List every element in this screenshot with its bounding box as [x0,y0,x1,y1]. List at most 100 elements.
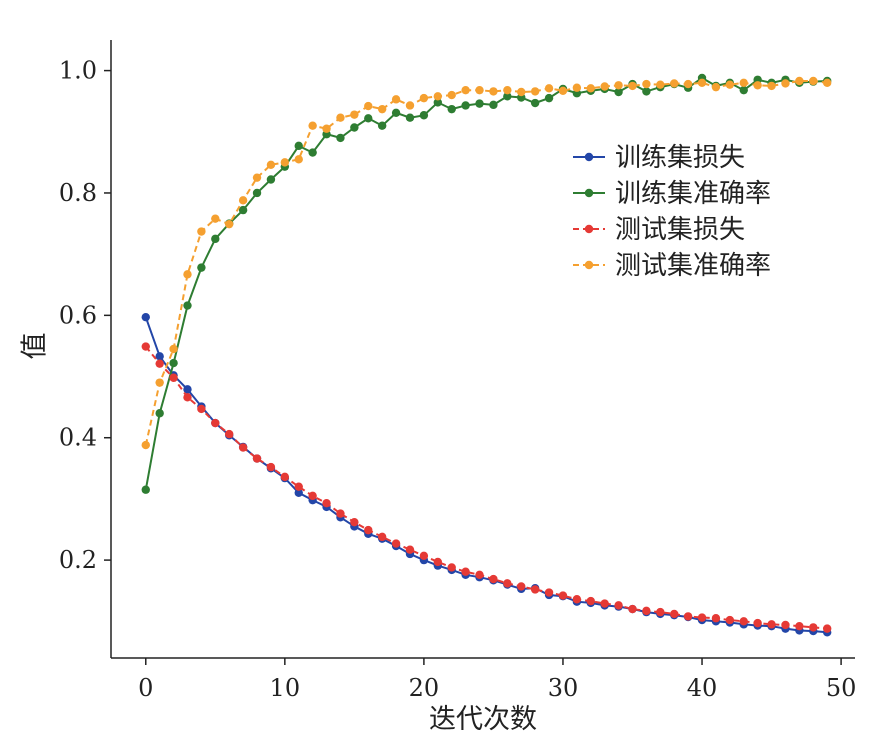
data-point [544,93,554,103]
data-point [822,624,832,633]
data-point [697,613,707,622]
data-point [141,485,150,494]
y-tick-label: 0.2 [59,546,97,574]
legend-swatch-marker [584,224,594,234]
data-point [517,582,526,591]
data-point [294,155,303,164]
data-point [503,92,512,101]
data-point [600,82,609,91]
legend-item: 测试集损失 [573,215,745,245]
data-point [586,84,595,93]
data-point [586,596,595,606]
data-point [405,101,415,110]
data-point [614,601,623,610]
x-tick-label: 40 [687,674,718,702]
data-point [822,78,832,88]
data-point [377,121,387,130]
data-point [391,95,401,104]
data-point [238,205,248,215]
legend-swatch-marker [584,188,594,198]
data-point [169,373,178,382]
data-point [683,79,693,89]
legend-item: 测试集准确率 [573,251,771,281]
data-point [294,141,303,151]
legend-swatch-marker [584,260,594,270]
data-point [183,301,192,310]
y-axis-label: 值 [20,332,51,359]
data-point [739,78,748,88]
data-point [767,81,776,91]
series-2 [141,73,832,494]
x-tick-label: 30 [548,674,579,702]
data-point [461,85,470,95]
data-point [670,609,679,619]
data-point [447,563,456,572]
data-point [322,124,331,133]
data-point [795,76,804,86]
data-point [141,440,150,450]
data-point [225,219,234,229]
data-point [183,270,192,279]
data-point [155,409,164,418]
data-point [475,85,484,95]
data-point [530,585,540,594]
data-point [405,113,415,122]
data-point [614,81,623,90]
data-point [656,607,665,617]
data-point [141,342,150,351]
data-point [266,175,276,184]
data-point [530,98,540,108]
data-point [252,454,262,463]
legend-swatch-marker [584,152,594,162]
data-point [642,79,651,89]
axes [110,40,855,659]
data-point [419,551,429,561]
series-layer [141,73,832,637]
data-point [489,87,498,96]
y-ticks: 0.2 0.4 0.6 0.8 1.0 [59,57,111,574]
data-point [628,81,637,91]
data-point [183,393,192,402]
data-point [781,79,790,88]
data-point [155,359,164,368]
data-point [364,114,373,123]
data-point [461,567,470,576]
data-point [781,620,790,630]
data-point [433,557,443,567]
legend-label: 训练集损失 [615,143,745,173]
series-line [145,345,828,630]
data-point [530,87,540,96]
data-point [141,312,150,322]
data-point [364,101,373,111]
y-tick-label: 0.4 [59,424,97,452]
series-line [144,76,828,490]
data-point [197,227,206,236]
data-point [558,591,568,600]
data-point [238,196,248,205]
data-point [475,570,484,579]
data-point [447,90,456,100]
data-point [725,615,735,625]
data-point [252,173,262,182]
y-tick-label: 1.0 [59,57,97,85]
data-point [753,81,762,90]
data-point [642,606,651,616]
data-point [336,509,345,518]
data-point [266,160,276,170]
data-point [211,214,220,223]
data-point [336,133,345,143]
data-point [211,234,220,244]
data-point [739,617,748,626]
data-point [558,86,568,95]
data-point [503,579,512,588]
data-point [544,588,554,597]
data-point [225,429,234,439]
data-point [308,121,317,130]
series-3 [141,342,832,633]
data-point [809,623,818,632]
data-point [795,621,804,631]
data-point [238,443,248,452]
legend-label: 测试集准确率 [615,251,771,281]
